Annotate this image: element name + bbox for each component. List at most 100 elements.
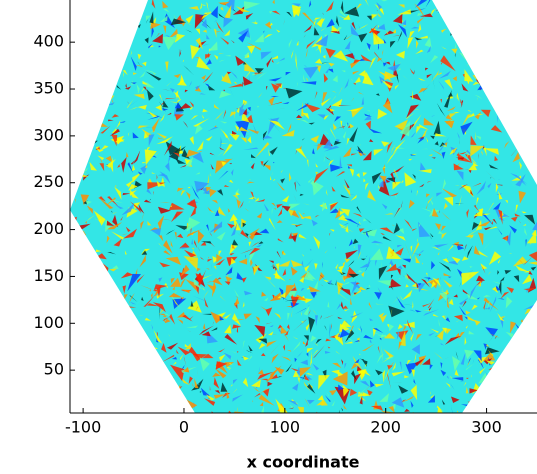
texture-patch <box>505 44 519 55</box>
texture-patch <box>397 245 403 248</box>
texture-patch <box>332 123 337 131</box>
texture-patch <box>350 24 361 37</box>
texture-patch <box>438 261 452 272</box>
texture-patch <box>193 278 203 290</box>
texture-patch <box>446 106 456 111</box>
texture-patch <box>75 198 76 203</box>
texture-patch <box>370 28 378 42</box>
texture-patch <box>269 22 273 27</box>
texture-patch <box>251 73 265 76</box>
texture-patch <box>177 346 191 356</box>
texture-patch <box>267 334 270 337</box>
texture-patch <box>493 0 500 15</box>
texture-patch <box>285 72 291 76</box>
texture-patch <box>298 377 306 380</box>
texture-patch <box>524 227 528 237</box>
texture-patch <box>170 364 185 381</box>
texture-patch <box>112 214 119 228</box>
texture-patch <box>471 358 475 366</box>
texture-patch <box>206 59 212 65</box>
texture-patch <box>358 286 367 291</box>
texture-patch <box>335 263 339 270</box>
texture-patch <box>380 314 388 323</box>
texture-patch <box>131 164 136 172</box>
texture-patch <box>363 178 366 182</box>
texture-patch <box>80 307 89 313</box>
texture-patch <box>476 9 482 14</box>
texture-patch <box>483 307 491 310</box>
texture-patch <box>346 164 353 167</box>
texture-patch <box>88 331 91 334</box>
texture-patch <box>371 172 382 185</box>
texture-patch <box>461 273 463 278</box>
texture-patch <box>387 372 392 390</box>
texture-patch <box>443 202 448 210</box>
texture-patch <box>94 3 103 10</box>
texture-patch <box>73 396 78 404</box>
texture-patch <box>488 42 494 46</box>
texture-patch <box>96 109 102 117</box>
texture-patch <box>88 353 100 370</box>
texture-patch <box>423 83 430 93</box>
texture-patch <box>233 214 241 231</box>
texture-patch <box>81 241 88 250</box>
texture-patch <box>121 233 129 235</box>
texture-patch <box>427 180 432 183</box>
texture-patch <box>107 81 114 86</box>
texture-patch <box>79 43 93 47</box>
texture-patch <box>372 327 376 338</box>
texture-patch <box>276 181 285 191</box>
texture-patch <box>393 59 396 67</box>
texture-patch <box>244 61 256 73</box>
texture-patch <box>277 324 282 329</box>
texture-patch <box>324 325 327 331</box>
texture-patch <box>81 255 85 261</box>
texture-patch <box>261 291 267 297</box>
texture-patch <box>440 362 443 369</box>
texture-patch <box>198 416 203 418</box>
texture-patch <box>152 73 156 75</box>
texture-patch <box>416 190 418 197</box>
texture-patch <box>390 286 394 291</box>
texture-patch <box>89 4 96 8</box>
texture-patch <box>145 15 151 21</box>
texture-patch <box>303 74 306 84</box>
texture-patch <box>236 108 239 110</box>
texture-patch <box>87 391 94 397</box>
texture-patch <box>158 206 171 214</box>
texture-patch <box>81 294 92 303</box>
texture-patch <box>70 33 81 35</box>
texture-patch <box>175 225 190 230</box>
texture-patch <box>325 65 331 74</box>
texture-patch <box>451 377 464 381</box>
texture-patch <box>78 379 84 386</box>
texture-patch <box>95 375 99 381</box>
texture-patch <box>530 314 537 326</box>
texture-patch <box>186 199 198 209</box>
texture-patch <box>470 52 481 66</box>
texture-patch <box>235 55 245 66</box>
texture-patch <box>98 400 107 410</box>
texture-patch <box>498 405 503 411</box>
texture-patch <box>396 73 399 84</box>
texture-patch <box>523 105 531 112</box>
texture-patch <box>243 313 252 320</box>
texture-patch <box>338 384 345 391</box>
texture-patch <box>333 50 349 62</box>
texture-patch <box>207 258 213 262</box>
texture-patch <box>305 47 308 58</box>
texture-patch <box>80 42 89 50</box>
texture-patch <box>363 218 367 222</box>
texture-patch <box>340 415 344 421</box>
texture-patch <box>363 334 374 340</box>
texture-patch <box>329 229 335 232</box>
texture-patch <box>483 58 490 61</box>
texture-patch <box>393 146 406 149</box>
texture-patch <box>341 359 344 365</box>
texture-patch <box>231 222 238 237</box>
texture-patch <box>461 184 474 198</box>
texture-patch <box>298 233 307 239</box>
texture-patch <box>159 94 163 102</box>
texture-patch <box>524 214 536 225</box>
texture-patch <box>225 276 233 283</box>
